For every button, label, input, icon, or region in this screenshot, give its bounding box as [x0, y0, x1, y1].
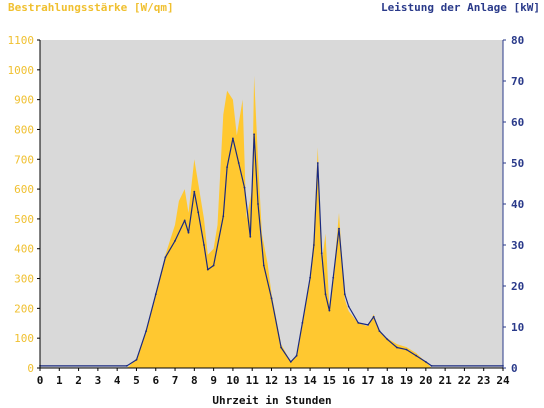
power-point	[206, 268, 209, 271]
x-tick-label: 21	[439, 374, 453, 387]
left-tick-label: 700	[14, 153, 34, 166]
x-tick-label: 22	[458, 374, 471, 387]
power-point	[316, 162, 319, 164]
power-point	[183, 219, 186, 222]
right-tick-label: 80	[511, 34, 524, 47]
power-point	[262, 264, 265, 267]
series-layer	[39, 75, 504, 369]
left-axis-title: Bestrahlungsstärke [W/qm]	[8, 1, 174, 14]
power-point	[396, 346, 398, 349]
power-point	[332, 276, 335, 279]
x-tick-label: 0	[37, 374, 44, 387]
power-point	[372, 315, 375, 318]
power-point	[257, 203, 259, 205]
power-point	[212, 264, 215, 267]
right-tick-label: 30	[511, 239, 524, 252]
power-point	[430, 365, 433, 367]
power-point	[386, 338, 389, 341]
right-axis-title: Leistung der Anlage [kW]	[381, 1, 540, 14]
power-point	[187, 231, 190, 234]
power-point	[125, 365, 128, 367]
power-point	[249, 235, 252, 238]
power-point	[243, 186, 246, 189]
x-tick-label: 5	[133, 374, 140, 387]
power-point	[289, 361, 292, 363]
x-tick-label: 14	[303, 374, 317, 387]
right-tick-label: 50	[511, 157, 524, 170]
power-point	[232, 137, 234, 140]
left-tick-label: 1000	[8, 64, 35, 77]
power-point	[295, 354, 298, 357]
power-point	[270, 297, 273, 300]
power-point	[309, 276, 311, 279]
x-tick-label: 12	[265, 374, 278, 387]
right-tick-label: 10	[511, 321, 524, 334]
power-point	[424, 361, 427, 363]
power-point	[328, 309, 331, 312]
x-tick-label: 10	[226, 374, 239, 387]
x-tick-label: 4	[114, 374, 121, 387]
x-tick-label: 23	[477, 374, 490, 387]
power-point	[135, 358, 138, 361]
left-tick-label: 400	[14, 243, 34, 256]
power-point	[226, 166, 229, 169]
power-point	[164, 256, 167, 259]
right-tick-label: 60	[511, 116, 524, 129]
power-point	[324, 293, 327, 296]
x-tick-label: 18	[381, 374, 394, 387]
left-tick-label: 800	[14, 123, 34, 136]
x-tick-label: 6	[152, 374, 159, 387]
ticks-layer: 0100200300400500600700800900100011000102…	[8, 34, 525, 387]
left-tick-label: 1100	[8, 34, 35, 47]
power-point	[193, 190, 196, 193]
x-tick-label: 13	[284, 374, 297, 387]
power-point	[203, 244, 205, 246]
left-tick-label: 900	[14, 94, 34, 107]
power-point	[253, 133, 256, 136]
x-tick-label: 8	[191, 374, 198, 387]
right-tick-label: 40	[511, 198, 524, 211]
power-point	[320, 252, 323, 255]
right-tick-label: 70	[511, 75, 524, 88]
x-tick-label: 7	[172, 374, 179, 387]
power-point	[301, 322, 304, 324]
power-point	[347, 305, 350, 308]
power-point	[415, 354, 418, 357]
x-tick-label: 11	[246, 374, 260, 387]
power-point	[280, 346, 282, 349]
x-tick-label: 20	[419, 374, 432, 387]
x-tick-label: 2	[75, 374, 82, 387]
power-point	[237, 162, 240, 164]
left-tick-label: 200	[14, 302, 34, 315]
x-tick-label: 17	[361, 374, 374, 387]
power-point	[174, 240, 176, 242]
x-axis-title: Uhrzeit in Stunden	[212, 394, 332, 407]
power-point	[378, 330, 381, 332]
left-tick-label: 100	[14, 332, 34, 345]
power-point	[338, 227, 340, 230]
x-tick-label: 3	[95, 374, 102, 387]
right-tick-label: 0	[511, 362, 518, 375]
power-point	[343, 293, 346, 296]
x-tick-label: 9	[210, 374, 217, 387]
x-tick-label: 15	[323, 374, 336, 387]
x-tick-label: 19	[400, 374, 413, 387]
power-point	[154, 293, 157, 296]
power-point	[145, 330, 148, 332]
power-point	[367, 324, 369, 326]
x-tick-label: 16	[342, 374, 356, 387]
x-tick-label: 24	[496, 374, 510, 387]
power-point	[197, 211, 200, 214]
left-tick-label: 500	[14, 213, 34, 226]
power-point	[313, 244, 315, 246]
right-tick-label: 20	[511, 280, 524, 293]
x-tick-label: 1	[56, 374, 63, 387]
power-point	[405, 348, 408, 351]
power-point	[222, 215, 225, 218]
power-point	[357, 322, 360, 324]
left-tick-label: 300	[14, 273, 34, 286]
left-tick-label: 600	[14, 183, 34, 196]
left-tick-label: 0	[27, 362, 34, 375]
